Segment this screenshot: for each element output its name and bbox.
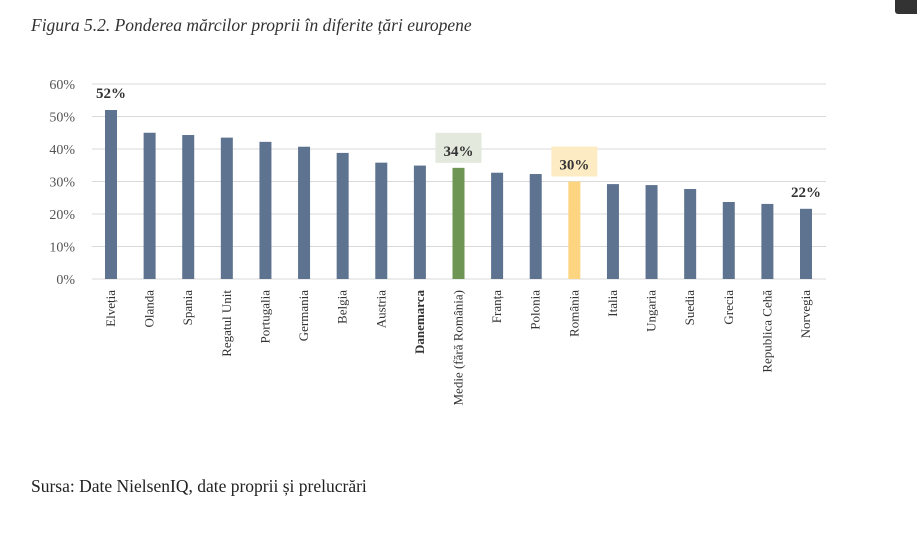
bar-chart: 0% 10% 20% 30% 40% 50% 60% Elveția Olanda Spania R… <box>49 78 826 406</box>
x-tick-label: Spania <box>180 290 195 326</box>
bar-13 <box>606 184 619 279</box>
y-tick-label: 50% <box>49 111 75 126</box>
bar-14 <box>645 185 658 279</box>
x-tick-label: Belgia <box>335 290 350 324</box>
data-label: 34% <box>444 144 474 160</box>
y-tick-label: 20% <box>49 208 75 223</box>
bar-12 <box>568 181 581 279</box>
bar-3 <box>220 137 233 279</box>
bar-10 <box>491 172 504 279</box>
bar-6 <box>336 152 349 279</box>
source-note: Sursa: Date NielsenIQ, date proprii și p… <box>31 476 367 496</box>
y-tick-label: 30% <box>49 176 75 191</box>
x-tick-label: Portugalia <box>257 290 272 344</box>
x-tick-label: Republica Cehă <box>759 290 774 373</box>
x-tick-label: Franța <box>489 290 504 323</box>
bar-5 <box>298 146 311 279</box>
x-tick-label: Italia <box>605 290 620 317</box>
x-tick-label: Austria <box>373 290 388 329</box>
bar-2 <box>182 135 195 279</box>
figure-title: Figura 5.2. Ponderea mărcilor proprii în… <box>31 15 472 35</box>
data-label: 52% <box>96 86 126 102</box>
x-tick-label: Ungaria <box>644 290 659 332</box>
y-tick-label: 10% <box>49 241 75 256</box>
data-label-background <box>551 146 598 177</box>
bar-8 <box>413 165 426 279</box>
data-label: 22% <box>791 185 821 201</box>
bar-4 <box>259 141 272 279</box>
x-tick-label: Danemarca <box>412 290 427 355</box>
bar-7 <box>375 162 388 279</box>
data-label-background <box>435 132 482 163</box>
x-tick-label: România <box>566 290 581 337</box>
bar-0 <box>105 110 117 279</box>
bar-18 <box>800 208 812 279</box>
bar-1 <box>143 132 156 279</box>
bar-16 <box>722 201 735 279</box>
x-tick-label: Elveția <box>103 290 118 327</box>
y-tick-label: 40% <box>49 143 75 158</box>
bar-9 <box>452 167 465 279</box>
bar-17 <box>761 203 774 279</box>
data-label: 30% <box>559 158 589 174</box>
x-tick-label: Polonia <box>528 290 543 330</box>
window-corner-widget <box>895 0 917 14</box>
x-tick-label: Regatul Unit <box>219 290 234 357</box>
bar-11 <box>529 174 542 279</box>
x-tick-label: Medie (fără România) <box>451 290 466 406</box>
bar-15 <box>684 188 697 279</box>
x-tick-label: Suedia <box>682 290 697 326</box>
y-tick-label: 0% <box>56 273 75 288</box>
y-tick-label: 60% <box>49 78 75 93</box>
x-tick-label: Norvegia <box>798 290 813 339</box>
x-tick-label: Olanda <box>142 290 157 328</box>
x-tick-label: Grecia <box>721 290 736 325</box>
x-tick-label: Germania <box>296 290 311 341</box>
